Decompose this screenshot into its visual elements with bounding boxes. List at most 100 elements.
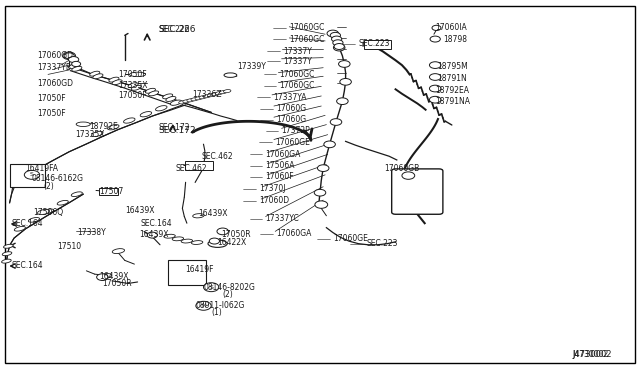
Text: 17335X: 17335X <box>76 130 105 139</box>
Text: SEC.172: SEC.172 <box>158 123 189 132</box>
Circle shape <box>217 228 228 235</box>
Ellipse shape <box>187 99 195 102</box>
FancyBboxPatch shape <box>185 161 213 170</box>
Text: 17337Y: 17337Y <box>283 47 312 56</box>
Ellipse shape <box>164 234 175 238</box>
Ellipse shape <box>140 112 152 117</box>
FancyBboxPatch shape <box>168 260 206 285</box>
Ellipse shape <box>112 80 122 85</box>
Ellipse shape <box>57 201 68 205</box>
Text: SEC.223: SEC.223 <box>366 239 397 248</box>
Text: 17339Y: 17339Y <box>237 62 266 71</box>
Circle shape <box>402 172 415 179</box>
Ellipse shape <box>211 93 219 96</box>
Ellipse shape <box>71 192 83 196</box>
Text: SEC.164: SEC.164 <box>12 219 43 228</box>
Circle shape <box>333 44 345 51</box>
Text: 17050R: 17050R <box>102 279 132 288</box>
Ellipse shape <box>220 90 227 94</box>
Ellipse shape <box>191 98 198 101</box>
Text: 17060GE: 17060GE <box>333 234 367 243</box>
Text: 16422X: 16422X <box>218 238 247 247</box>
Circle shape <box>209 238 220 244</box>
Ellipse shape <box>224 73 237 77</box>
Circle shape <box>204 283 219 292</box>
FancyBboxPatch shape <box>392 169 443 214</box>
Ellipse shape <box>145 88 156 93</box>
Text: SEC.164: SEC.164 <box>12 262 43 270</box>
FancyBboxPatch shape <box>5 6 635 363</box>
Text: 08146-8202G: 08146-8202G <box>204 283 255 292</box>
Text: 17060GD: 17060GD <box>37 79 73 88</box>
Text: 16439X: 16439X <box>198 209 228 218</box>
Ellipse shape <box>181 239 193 243</box>
Circle shape <box>68 57 79 62</box>
Text: 17060GA: 17060GA <box>276 229 312 238</box>
Text: 17060GA: 17060GA <box>266 150 301 159</box>
Ellipse shape <box>191 241 203 244</box>
Ellipse shape <box>76 122 90 126</box>
Text: 17335X: 17335X <box>118 81 148 90</box>
Text: 17506Q: 17506Q <box>33 208 63 217</box>
Text: J4730002: J4730002 <box>573 350 609 359</box>
Ellipse shape <box>156 106 167 111</box>
Ellipse shape <box>72 66 82 71</box>
Circle shape <box>196 301 211 310</box>
Text: 17060F: 17060F <box>266 172 294 181</box>
Text: 18792EA: 18792EA <box>435 86 469 94</box>
Text: 17060GE: 17060GE <box>275 138 310 147</box>
Ellipse shape <box>129 72 146 77</box>
Text: (2): (2) <box>223 290 234 299</box>
Text: 17370J: 17370J <box>259 185 285 193</box>
Text: 18791NA: 18791NA <box>435 97 470 106</box>
Circle shape <box>340 78 351 85</box>
Text: S: S <box>209 285 213 290</box>
Text: 17060GC: 17060GC <box>289 35 324 44</box>
Text: 17050F: 17050F <box>37 109 66 118</box>
Ellipse shape <box>109 77 119 82</box>
Ellipse shape <box>203 94 211 98</box>
Circle shape <box>315 201 328 208</box>
Circle shape <box>429 85 441 92</box>
Text: 17336Z: 17336Z <box>192 90 221 99</box>
Text: 18792E: 18792E <box>90 122 118 131</box>
Text: 17337YC: 17337YC <box>266 214 300 223</box>
Ellipse shape <box>42 209 54 214</box>
Text: SEC.226: SEC.226 <box>159 25 196 34</box>
Text: 17050F: 17050F <box>118 92 147 100</box>
Ellipse shape <box>223 90 231 93</box>
Text: 08146-6162G: 08146-6162G <box>32 174 84 183</box>
FancyBboxPatch shape <box>364 40 391 49</box>
Text: 17510: 17510 <box>58 242 82 251</box>
Circle shape <box>314 189 326 196</box>
Ellipse shape <box>183 100 190 103</box>
Text: 08911-I062G: 08911-I062G <box>195 301 244 310</box>
Text: 16419FA: 16419FA <box>26 164 59 173</box>
Ellipse shape <box>172 237 184 241</box>
Ellipse shape <box>108 125 119 130</box>
Ellipse shape <box>179 101 186 104</box>
Text: 17506A: 17506A <box>266 161 295 170</box>
Text: 17338Y: 17338Y <box>77 228 106 237</box>
Ellipse shape <box>124 118 135 123</box>
Text: (1): (1) <box>211 308 222 317</box>
Ellipse shape <box>3 252 12 256</box>
Text: 16419F: 16419F <box>186 265 214 274</box>
Text: SEC.223: SEC.223 <box>358 39 390 48</box>
Ellipse shape <box>215 92 223 95</box>
Circle shape <box>332 36 342 42</box>
Text: 18798: 18798 <box>443 35 467 44</box>
Ellipse shape <box>112 248 125 254</box>
Ellipse shape <box>90 71 100 76</box>
Text: SEC.462: SEC.462 <box>176 164 207 173</box>
Text: 17050F: 17050F <box>118 70 147 79</box>
Ellipse shape <box>208 240 227 247</box>
Ellipse shape <box>93 74 103 79</box>
FancyBboxPatch shape <box>10 164 45 187</box>
Ellipse shape <box>195 97 202 100</box>
Text: 17337YA: 17337YA <box>273 93 307 102</box>
Circle shape <box>429 96 441 103</box>
Text: 17337Y: 17337Y <box>283 57 312 66</box>
Text: 17060GC: 17060GC <box>289 23 324 32</box>
Ellipse shape <box>99 273 112 279</box>
